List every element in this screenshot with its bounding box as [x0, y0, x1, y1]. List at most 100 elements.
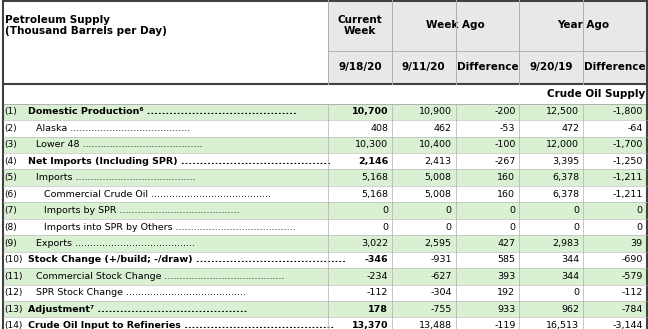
- Text: 9/11/20: 9/11/20: [402, 63, 446, 72]
- Text: 5,168: 5,168: [361, 173, 388, 182]
- Bar: [3, 153, 647, 169]
- Text: Exports ........................................: Exports ................................…: [36, 239, 195, 248]
- Text: Commercial Stock Change ........................................: Commercial Stock Change ................…: [36, 272, 284, 281]
- Text: 427: 427: [498, 239, 515, 248]
- Text: 16,513: 16,513: [546, 321, 579, 329]
- Bar: [3, 0, 328, 51]
- Text: 10,300: 10,300: [355, 140, 388, 149]
- Text: -64: -64: [627, 124, 643, 133]
- Text: 408: 408: [370, 124, 388, 133]
- Text: 160: 160: [498, 173, 515, 182]
- Bar: [583, 51, 647, 84]
- Bar: [328, 0, 392, 51]
- Text: 6,378: 6,378: [552, 190, 579, 199]
- Text: 2,413: 2,413: [424, 157, 452, 166]
- Text: 0: 0: [573, 206, 579, 215]
- Text: (10): (10): [4, 255, 23, 265]
- Text: 585: 585: [498, 255, 515, 265]
- Text: 0: 0: [573, 222, 579, 232]
- Text: 472: 472: [561, 124, 579, 133]
- Text: 12,000: 12,000: [546, 140, 579, 149]
- Text: (8): (8): [4, 222, 17, 232]
- Text: Crude Oil Supply: Crude Oil Supply: [546, 89, 645, 99]
- Text: 2,595: 2,595: [424, 239, 452, 248]
- Text: -627: -627: [430, 272, 452, 281]
- Text: Commercial Crude Oil ........................................: Commercial Crude Oil ...................…: [44, 190, 271, 199]
- Bar: [519, 0, 647, 51]
- Text: -3,144: -3,144: [612, 321, 643, 329]
- Text: -755: -755: [430, 305, 452, 314]
- Text: 5,168: 5,168: [361, 190, 388, 199]
- Bar: [328, 51, 392, 84]
- Text: (13): (13): [4, 305, 23, 314]
- Text: 160: 160: [498, 190, 515, 199]
- Text: Week Ago: Week Ago: [426, 20, 485, 31]
- Text: 393: 393: [497, 272, 515, 281]
- Bar: [3, 317, 647, 329]
- Text: (7): (7): [4, 206, 17, 215]
- Text: 13,370: 13,370: [351, 321, 388, 329]
- Text: -112: -112: [621, 288, 643, 297]
- Text: -53: -53: [500, 124, 515, 133]
- Text: -1,250: -1,250: [612, 157, 643, 166]
- Bar: [392, 0, 519, 51]
- Text: Stock Change (+/build; -/draw) ........................................: Stock Change (+/build; -/draw) .........…: [28, 255, 346, 265]
- Text: Net Imports (Including SPR) ........................................: Net Imports (Including SPR) ............…: [28, 157, 330, 166]
- Text: (12): (12): [4, 288, 22, 297]
- Text: -112: -112: [367, 288, 388, 297]
- Text: -200: -200: [494, 107, 515, 116]
- Text: (6): (6): [4, 190, 17, 199]
- Text: 344: 344: [561, 255, 579, 265]
- Bar: [3, 202, 647, 219]
- Text: 3,395: 3,395: [552, 157, 579, 166]
- Text: Adjustment⁷ ........................................: Adjustment⁷ ............................…: [28, 305, 248, 314]
- Bar: [3, 219, 647, 235]
- Text: (1): (1): [4, 107, 17, 116]
- Text: SPR Stock Change ........................................: SPR Stock Change .......................…: [36, 288, 246, 297]
- Text: 0: 0: [573, 288, 579, 297]
- Text: Imports into SPR by Others ........................................: Imports into SPR by Others .............…: [44, 222, 295, 232]
- Text: 6,378: 6,378: [552, 173, 579, 182]
- Text: -346: -346: [364, 255, 388, 265]
- Bar: [3, 268, 647, 285]
- Text: 192: 192: [498, 288, 515, 297]
- Text: 0: 0: [509, 222, 515, 232]
- Text: -931: -931: [430, 255, 452, 265]
- Text: 962: 962: [561, 305, 579, 314]
- Text: (9): (9): [4, 239, 17, 248]
- Text: 5,008: 5,008: [424, 173, 452, 182]
- Bar: [3, 169, 647, 186]
- Text: 0: 0: [509, 206, 515, 215]
- Text: Current
Week: Current Week: [338, 15, 382, 36]
- Text: 0: 0: [446, 206, 452, 215]
- Text: 10,700: 10,700: [351, 107, 388, 116]
- Text: -1,800: -1,800: [612, 107, 643, 116]
- Bar: [3, 252, 647, 268]
- Bar: [3, 120, 647, 137]
- Text: Imports ........................................: Imports ................................…: [36, 173, 196, 182]
- Text: (4): (4): [4, 157, 16, 166]
- Text: Alaska ........................................: Alaska .................................…: [36, 124, 191, 133]
- Text: 2,983: 2,983: [552, 239, 579, 248]
- Text: Difference: Difference: [584, 63, 645, 72]
- Text: -119: -119: [494, 321, 515, 329]
- Text: 0: 0: [382, 206, 388, 215]
- Text: -304: -304: [430, 288, 452, 297]
- Text: 9/20/19: 9/20/19: [529, 63, 573, 72]
- Text: 0: 0: [637, 222, 643, 232]
- Text: (14): (14): [4, 321, 22, 329]
- Text: 10,900: 10,900: [419, 107, 452, 116]
- Text: Crude Oil Input to Refineries ........................................: Crude Oil Input to Refineries ..........…: [28, 321, 334, 329]
- Text: (5): (5): [4, 173, 17, 182]
- Text: -784: -784: [621, 305, 643, 314]
- Text: 10,400: 10,400: [419, 140, 452, 149]
- Text: -1,211: -1,211: [612, 190, 643, 199]
- Text: Imports by SPR ........................................: Imports by SPR .........................…: [44, 206, 240, 215]
- Text: -100: -100: [494, 140, 515, 149]
- Text: -1,211: -1,211: [612, 173, 643, 182]
- Text: -579: -579: [621, 272, 643, 281]
- Text: Domestic Production⁶ ........................................: Domestic Production⁶ ...................…: [28, 107, 297, 116]
- Bar: [3, 285, 647, 301]
- Text: 462: 462: [434, 124, 452, 133]
- Text: 3,022: 3,022: [361, 239, 388, 248]
